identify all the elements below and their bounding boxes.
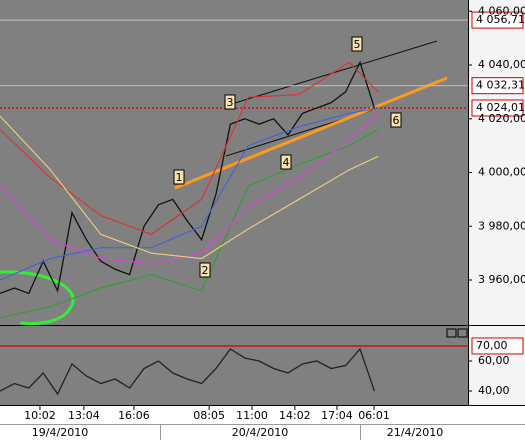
x-tick-label: 10:02 (24, 409, 56, 422)
panel-icon[interactable] (446, 328, 457, 338)
series-line (0, 60, 376, 295)
series-line (0, 61, 379, 235)
x-tick-label: 16:06 (118, 409, 150, 422)
panel-icon[interactable] (457, 328, 468, 338)
drawn-arc (0, 270, 75, 325)
y-tick-label: 4 020,00 (478, 112, 525, 125)
annotation: 6 (393, 114, 400, 127)
y-tick-label: 3 980,00 (478, 219, 525, 232)
x-tick-label: 14:02 (279, 409, 311, 422)
annotation: 5 (354, 38, 361, 51)
series-line (0, 107, 379, 281)
annotation-box (280, 154, 292, 170)
x-tick-label: 11:00 (236, 409, 268, 422)
channel-line (234, 40, 438, 104)
annotation-box (351, 36, 363, 52)
level-label: 4 032,31 (476, 79, 525, 92)
annotation: 2 (202, 264, 209, 277)
date-label: 21/4/2010 (387, 426, 443, 439)
level-label: 70,00 (476, 339, 508, 352)
annotation-box (199, 262, 211, 278)
x-tick-label: 06:01 (358, 409, 390, 422)
annotation: 1 (176, 171, 183, 184)
x-tick-label: 13:04 (68, 409, 100, 422)
y-tick-label: 4 000,00 (478, 166, 525, 179)
annotation: 3 (227, 96, 234, 109)
series-line (0, 115, 379, 260)
level-box (471, 77, 524, 95)
y-tick-label: 4 040,00 (478, 58, 525, 71)
level-box (471, 337, 524, 355)
level-box (471, 99, 524, 117)
x-tick-label: 17:04 (321, 409, 353, 422)
series-line (0, 129, 379, 319)
y-tick-label: 60,00 (478, 354, 510, 367)
annotation-box (173, 169, 185, 185)
annotation: 4 (283, 156, 290, 169)
series-line (0, 112, 379, 265)
plot-background (0, 0, 468, 405)
y-tick-label: 3 960,00 (478, 273, 525, 286)
date-label: 20/4/2010 (232, 426, 288, 439)
annotation-box (390, 112, 402, 128)
annotation-box (224, 94, 236, 110)
y-tick-label: 4 060,00 (478, 4, 525, 17)
trend-line (174, 76, 448, 190)
level-label: 4 056,71 (476, 13, 525, 26)
level-box (471, 11, 524, 29)
y-tick-label: 40,00 (478, 384, 510, 397)
level-label: 4 024,01 (476, 101, 525, 114)
series-line (0, 347, 376, 396)
date-label: 19/4/2010 (32, 426, 88, 439)
x-tick-label: 08:05 (193, 409, 225, 422)
